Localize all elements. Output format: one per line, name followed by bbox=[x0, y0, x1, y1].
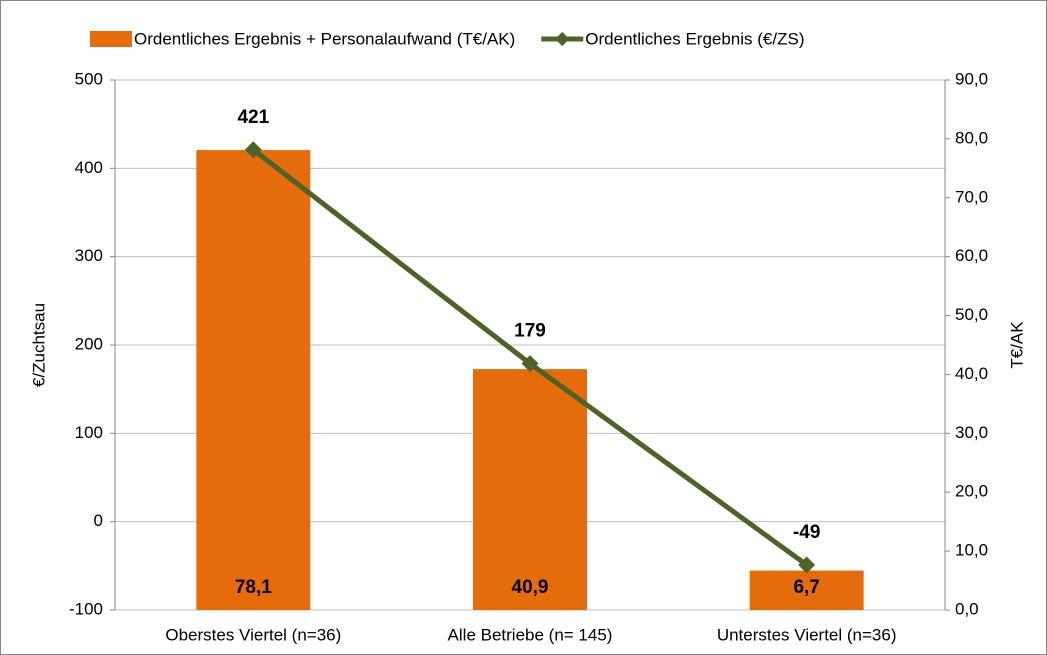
y-tick-label: 100 bbox=[75, 423, 103, 442]
line-marker bbox=[521, 355, 539, 373]
line-value-label: -49 bbox=[793, 522, 820, 543]
y-tick-label: 500 bbox=[75, 69, 103, 88]
y2-tick-label: 70,0 bbox=[955, 187, 988, 206]
line-marker bbox=[798, 556, 816, 574]
bar bbox=[196, 150, 311, 611]
line-marker bbox=[244, 141, 262, 159]
legend-marker bbox=[555, 31, 570, 47]
legend-label: Ordentliches Ergebnis (€/ZS) bbox=[585, 29, 804, 48]
y2-tick-label: 0,0 bbox=[955, 599, 979, 618]
bar-value-label: 6,7 bbox=[793, 577, 819, 598]
y-tick-label: -100 bbox=[69, 599, 103, 618]
bar bbox=[473, 369, 587, 610]
bar-value-label: 40,9 bbox=[512, 577, 549, 598]
bar-value-label: 78,1 bbox=[235, 577, 272, 598]
line-value-label: 179 bbox=[514, 321, 546, 342]
y2-tick-label: 80,0 bbox=[955, 128, 988, 147]
legend-swatch bbox=[90, 31, 132, 47]
x-tick-label: Oberstes Viertel (n=36) bbox=[165, 625, 341, 644]
y2-tick-label: 10,0 bbox=[955, 541, 988, 560]
y-tick-label: 300 bbox=[75, 246, 103, 265]
y2-tick-label: 30,0 bbox=[955, 423, 988, 442]
y2-tick-label: 50,0 bbox=[955, 305, 988, 324]
y2-tick-label: 20,0 bbox=[955, 482, 988, 501]
legend-label: Ordentliches Ergebnis + Personalaufwand … bbox=[134, 29, 515, 48]
x-tick-label: Alle Betriebe (n= 145) bbox=[448, 625, 613, 644]
y-axis-label: €/Zuchtsau bbox=[29, 303, 48, 387]
y2-tick-label: 60,0 bbox=[955, 246, 988, 265]
y-tick-label: 0 bbox=[94, 511, 103, 530]
x-tick-label: Unterstes Viertel (n=36) bbox=[717, 625, 897, 644]
y2-tick-label: 40,0 bbox=[955, 364, 988, 383]
y2-tick-label: 90,0 bbox=[955, 69, 988, 88]
bar bbox=[749, 570, 864, 610]
line-value-label: 421 bbox=[237, 107, 269, 128]
y-tick-label: 200 bbox=[75, 334, 103, 353]
y2-axis-label: T€/AK bbox=[1007, 321, 1026, 369]
y-tick-label: 400 bbox=[75, 158, 103, 177]
